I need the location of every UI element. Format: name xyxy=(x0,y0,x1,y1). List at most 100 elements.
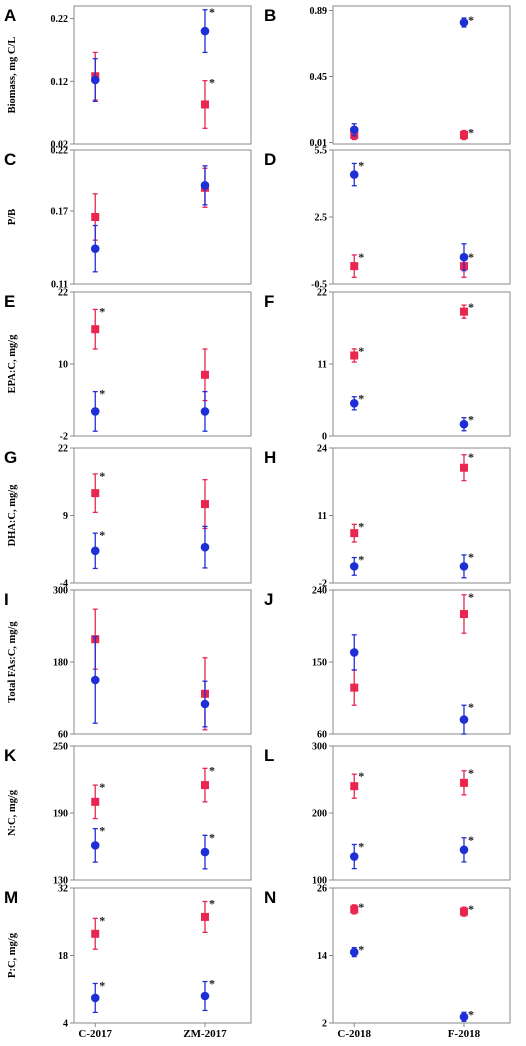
data-point-circle xyxy=(349,648,359,657)
data-point-circle xyxy=(200,181,210,190)
data-point-circle xyxy=(459,18,469,27)
y-tick-label: 200 xyxy=(312,809,327,820)
significance-mark: * xyxy=(209,897,215,911)
significance-mark: * xyxy=(468,250,474,264)
significance-mark: * xyxy=(99,913,105,927)
significance-mark: * xyxy=(468,902,474,916)
data-point-circle xyxy=(459,419,469,429)
significance-mark: * xyxy=(468,766,474,780)
y-tick-label: 18 xyxy=(58,951,68,962)
data-point-circle xyxy=(349,947,359,957)
significance-mark: * xyxy=(358,392,364,406)
significance-mark: * xyxy=(358,344,364,358)
y-tick-label: -2 xyxy=(60,432,68,443)
data-point-circle xyxy=(90,841,100,850)
y-tick-label: 180 xyxy=(53,658,68,669)
data-point-circle xyxy=(200,991,210,1001)
significance-mark: * xyxy=(468,13,474,27)
significance-mark: * xyxy=(209,76,215,90)
y-tick-label: 60 xyxy=(317,730,327,741)
y-tick-label: -2 xyxy=(319,579,327,590)
significance-mark: * xyxy=(99,528,105,542)
panel-letter-k: K xyxy=(4,746,17,765)
y-tick-label: 0.45 xyxy=(310,72,328,83)
data-point-square xyxy=(459,463,468,472)
significance-mark: * xyxy=(468,550,474,564)
data-point-circle xyxy=(459,1012,469,1022)
x-tick-label: F-2018 xyxy=(448,1028,481,1040)
y-tick-label: 0 xyxy=(322,432,327,443)
data-point-circle xyxy=(90,675,100,685)
panel-e: E 22 10 -2 EPA:C, mg/g * * xyxy=(4,288,252,443)
panel-letter-b: B xyxy=(264,6,276,25)
data-point-circle xyxy=(90,75,100,85)
plot-frame-b xyxy=(332,5,511,145)
significance-mark: * xyxy=(358,519,364,533)
y-tick-label: 10 xyxy=(58,360,68,371)
data-point-circle xyxy=(200,26,210,36)
significance-mark: * xyxy=(209,763,215,777)
y-axis-label-c: P/B xyxy=(7,209,18,225)
significance-mark: * xyxy=(358,158,364,172)
data-point-square xyxy=(459,778,468,787)
data-point-square xyxy=(459,131,468,139)
data-point-square xyxy=(350,782,359,791)
y-tick-label: 250 xyxy=(53,742,68,753)
panel-letter-g: G xyxy=(4,448,17,467)
significance-mark: * xyxy=(99,780,105,794)
panel-m: M 32 18 4 P:C, mg/g * * * * C-2017 ZM-2017 xyxy=(4,884,252,1040)
data-point-square xyxy=(350,529,359,538)
panel-letter-c: C xyxy=(4,150,16,169)
data-point-square xyxy=(200,100,209,109)
data-point-square xyxy=(459,907,468,916)
data-point-square xyxy=(91,929,100,938)
data-point-circle xyxy=(349,125,359,135)
data-point-square xyxy=(200,370,209,379)
x-tick-label: C-2018 xyxy=(337,1028,371,1040)
x-tick-label: ZM-2017 xyxy=(183,1028,227,1040)
significance-mark: * xyxy=(358,250,364,264)
significance-mark: * xyxy=(468,300,474,314)
panel-letter-a: A xyxy=(4,6,16,25)
plot-frame-m xyxy=(73,887,252,1024)
y-tick-label: 26 xyxy=(317,884,327,895)
significance-mark: * xyxy=(468,413,474,427)
y-tick-label: 240 xyxy=(312,586,327,597)
significance-mark: * xyxy=(99,304,105,318)
y-tick-label: 0.17 xyxy=(51,206,69,217)
x-tick-label: C-2017 xyxy=(78,1028,112,1040)
significance-mark: * xyxy=(358,839,364,853)
plot-frame-i xyxy=(73,589,252,735)
panel-letter-l: L xyxy=(264,746,274,765)
y-tick-label: 60 xyxy=(58,730,68,741)
panel-j: J 240 150 60 * * xyxy=(264,586,511,741)
data-point-square xyxy=(200,912,209,921)
significance-mark: * xyxy=(468,1007,474,1021)
plot-frame-c xyxy=(73,149,252,285)
y-tick-label: 0.02 xyxy=(51,140,69,151)
significance-mark: * xyxy=(358,553,364,567)
y-tick-label: 32 xyxy=(58,884,68,895)
plot-frame-k xyxy=(73,745,252,881)
plot-frame-a xyxy=(73,5,252,145)
y-axis-label-a: Biomass, mg C/L xyxy=(7,37,18,114)
panel-letter-f: F xyxy=(264,292,274,311)
y-tick-label: 150 xyxy=(312,658,327,669)
data-point-circle xyxy=(200,407,210,416)
panel-i: I 300 180 60 Total FAs:C, mg/g xyxy=(4,586,252,741)
data-point-square xyxy=(200,500,209,509)
data-point-circle xyxy=(459,715,469,724)
data-point-circle xyxy=(349,852,359,861)
y-axis-label-g: DHA:C, mg/g xyxy=(7,484,18,547)
panel-g: G 22 9 -4 DHA:C, mg/g * * xyxy=(4,444,252,590)
y-tick-label: 130 xyxy=(53,876,68,887)
data-point-circle xyxy=(459,845,469,855)
panel-l: L 300 200 100 * * * * xyxy=(264,742,511,887)
significance-mark: * xyxy=(358,769,364,783)
data-point-square xyxy=(200,781,209,790)
data-point-circle xyxy=(349,562,359,571)
data-point-square xyxy=(350,351,359,360)
y-tick-label: 0.11 xyxy=(51,280,68,291)
